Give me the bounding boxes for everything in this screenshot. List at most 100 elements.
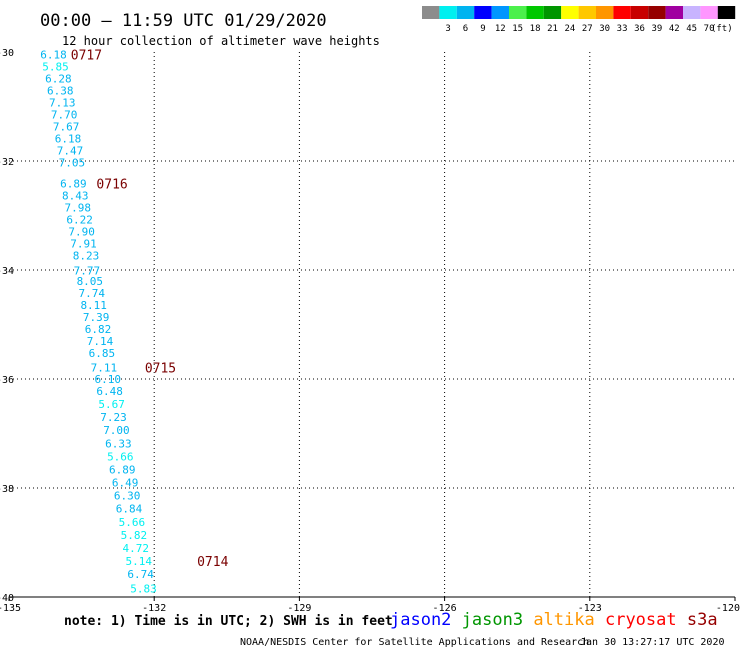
longitude-tick-label: -126: [433, 603, 457, 614]
wave-height-value: 8.23: [73, 249, 100, 262]
wave-height-value: 5.85: [42, 61, 69, 74]
wave-height-value: 6.89: [109, 463, 136, 476]
wave-height-value: 6.38: [47, 85, 74, 98]
latitude-tick-label: -30: [0, 48, 14, 59]
wave-height-value: 6.18: [40, 49, 67, 62]
wave-height-value: 7.67: [53, 121, 80, 134]
legend-label: 42: [669, 24, 680, 34]
wave-height-value: 6.48: [96, 385, 123, 398]
legend-label: 36: [634, 24, 645, 34]
legend-swatch: [439, 6, 457, 19]
legend-swatch: [456, 6, 475, 19]
wave-height-value: 6.10: [94, 373, 121, 386]
satellite-name-jason3: jason3: [451, 610, 523, 630]
page-title: 00:00 – 11:59 UTC 01/29/2020: [40, 11, 327, 31]
longitude-tick-labels: -135 -132 -129 -126 -123 -120: [0, 603, 740, 614]
legend-label: 27: [582, 24, 593, 34]
satellite-name-cryosat: cryosat: [595, 610, 677, 630]
wave-height-value: 5.82: [121, 529, 148, 542]
legend-swatch: [491, 6, 509, 19]
legend-swatch: [509, 6, 527, 19]
legend-label: 9: [480, 24, 485, 34]
pass-time-label: 0714: [197, 555, 228, 570]
latitude-tick-label: -40: [0, 593, 14, 604]
legend-label: 18: [530, 24, 541, 34]
wave-height-value: 7.74: [79, 287, 106, 300]
pass-time-label: 0716: [96, 177, 127, 192]
satellite-legend: jason2 jason3 altika cryosat s3a: [390, 610, 718, 630]
wave-height-value: 7.91: [70, 237, 97, 250]
legend-swatch: [717, 6, 736, 19]
map-grid: [8, 52, 736, 601]
pass-time-label: 0715: [145, 362, 176, 377]
wave-height-value: 7.13: [49, 97, 76, 110]
legend-swatch: [561, 6, 579, 19]
latitude-tick-label: -32: [0, 157, 14, 168]
longitude-tick-label: -135: [0, 603, 21, 614]
longitude-tick-label: -120: [716, 603, 740, 614]
wave-height-value: 6.49: [112, 477, 139, 490]
wave-height-value: 7.70: [51, 109, 78, 122]
pass-time-label: 0717: [71, 49, 102, 64]
credit-text: NOAA/NESDIS Center for Satellite Applica…: [240, 637, 589, 648]
wave-height-value: 6.22: [66, 213, 93, 226]
satellite-name-s3a: s3a: [677, 610, 718, 630]
wave-height-value: 7.11: [91, 362, 118, 375]
legend-label: 39: [651, 24, 662, 34]
legend-swatch: [630, 6, 649, 19]
latitude-tick-labels: -30 -32 -34 -36 -38 -40: [0, 48, 14, 604]
wave-height-value: 6.82: [85, 323, 112, 336]
wave-height-value: 6.84: [116, 503, 143, 516]
legend-label: 70: [704, 24, 715, 34]
legend-label: 6: [463, 24, 468, 34]
latitude-tick-label: -38: [0, 484, 14, 495]
legend-swatch: [422, 6, 440, 19]
legend-label: 21: [547, 24, 558, 34]
pass-time-labels: 0717 0716 0715 0714: [71, 49, 229, 570]
wave-height-value: 6.30: [114, 490, 141, 503]
wave-height-value: 4.72: [123, 542, 150, 555]
page-subtitle: 12 hour collection of altimeter wave hei…: [62, 34, 380, 48]
legend-label: 12: [495, 24, 506, 34]
wave-height-value: 8.43: [62, 189, 89, 202]
legend-swatch: [700, 6, 718, 19]
wave-height-value: 5.83: [130, 582, 157, 595]
wave-height-value: 7.98: [64, 201, 91, 214]
wave-height-value: 6.74: [127, 568, 154, 581]
wave-height-value: 7.05: [59, 157, 86, 170]
legend-swatch: [613, 6, 631, 19]
wave-height-value: 5.66: [107, 450, 134, 463]
legend-label: 33: [617, 24, 628, 34]
legend-label: 3: [445, 24, 450, 34]
satellite-name-jason2: jason2: [390, 610, 451, 630]
wave-height-value: 6.28: [45, 73, 72, 86]
legend-label: 30: [599, 24, 610, 34]
legend-swatch: [683, 6, 701, 19]
satellite-legend-text: jason2 jason3 altika cryosat s3a: [390, 610, 718, 630]
legend-label: 24: [564, 24, 575, 34]
wave-height-value: 7.23: [100, 411, 127, 424]
generated-timestamp: Jan 30 13:27:17 UTC 2020: [580, 637, 725, 648]
legend-swatch: [526, 6, 544, 19]
legend-swatch: [665, 6, 683, 19]
legend-swatch: [474, 6, 492, 19]
longitude-tick-label: -129: [287, 603, 311, 614]
wave-height-value: 7.47: [57, 145, 84, 158]
wave-height-value: 6.18: [55, 133, 82, 146]
wave-height-value: 6.85: [89, 347, 116, 360]
wave-height-value: 8.05: [77, 275, 104, 288]
satellite-name-altika: altika: [523, 610, 595, 630]
wave-height-value: 8.11: [80, 299, 107, 312]
legend-swatch: [596, 6, 614, 19]
legend-swatch: [578, 6, 596, 19]
longitude-tick-label: -123: [578, 603, 602, 614]
wave-height-value: 7.14: [87, 335, 114, 348]
latitude-tick-label: -34: [0, 266, 14, 277]
legend-swatch: [648, 6, 666, 19]
wave-height-value: 7.90: [68, 225, 95, 238]
legend-unit: (ft): [711, 24, 733, 34]
legend-label: 15: [512, 24, 523, 34]
wave-height-points: 6.185.856.286.387.137.707.676.187.477.05…: [40, 49, 157, 596]
